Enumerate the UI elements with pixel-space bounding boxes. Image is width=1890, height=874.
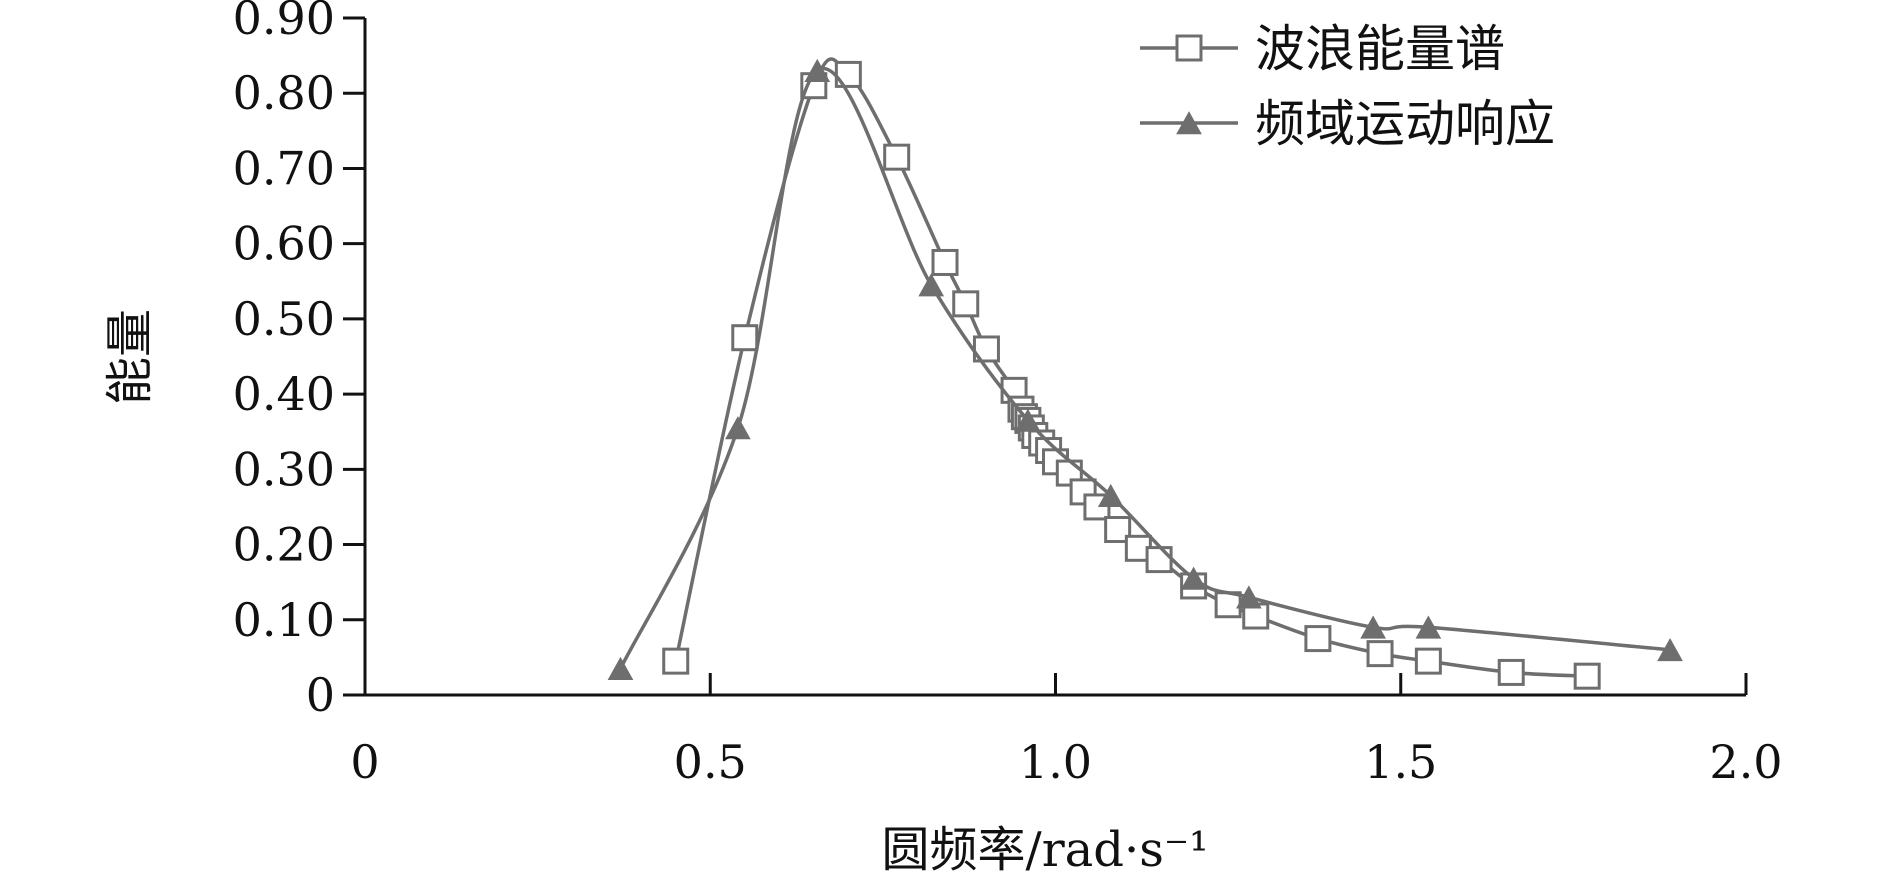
x-tick-label-2: 1.0 [1019,735,1092,789]
series-0-point-27 [1366,640,1394,668]
legend-label-1: 频域运动响应 [1255,95,1555,153]
series-0-point-28 [1414,647,1442,675]
y-axis-label: 能量 [102,309,158,405]
series-1-point-4 [1015,408,1041,432]
series-0-point-4 [883,143,911,171]
series-0-point-22 [1145,546,1173,574]
series-1-point-7 [1235,585,1262,609]
x-axis-label: 圆频率/rad·s⁻¹ [882,822,1209,874]
y-tick-label-7: 0.70 [233,141,335,195]
legend-marker-0 [1175,34,1203,62]
series-0-point-1 [731,324,759,352]
series-0-point-0 [662,647,690,675]
series-1-point-0 [607,656,634,680]
series-line-1 [618,66,1672,671]
series-1-point-5 [1097,483,1124,507]
series-1-point-6 [1180,566,1207,590]
series-0-point-29 [1497,658,1525,686]
x-tick-label-0: 0 [350,735,379,789]
y-tick-label-2: 0.20 [233,518,335,572]
series-1-point-2 [804,58,831,82]
y-tick-label-4: 0.40 [233,367,335,421]
legend-label-0: 波浪能量谱 [1255,20,1505,78]
series-0-point-5 [931,248,959,276]
y-tick-label-1: 0.10 [233,593,335,647]
series-0-point-6 [952,290,980,318]
x-tick-label-1: 0.5 [674,735,747,789]
series-1-point-1 [725,416,751,440]
series-1-point-3 [918,273,945,297]
legend-marker-1 [1176,111,1202,135]
y-tick-label-6: 0.60 [233,217,335,271]
series-0-point-30 [1573,662,1601,690]
series-0-point-24 [1214,591,1242,619]
series-1-point-9 [1415,615,1442,639]
series-1-point-10 [1657,638,1683,662]
series-0-point-26 [1304,625,1332,653]
y-tick-label-0: 0 [306,668,335,722]
y-tick-label-3: 0.30 [233,442,335,496]
y-tick-label-9: 0.90 [233,0,335,45]
x-tick-label-4: 2.0 [1709,735,1782,789]
y-tick-label-5: 0.50 [233,292,335,346]
plot-area: 0 0.10 0.20 0.30 0.40 0.50 0.60 0.70 0.80 0.90 0 0.… [102,0,1783,874]
series-1-point-8 [1360,615,1386,639]
y-tick-label-8: 0.80 [233,66,335,120]
x-tick-label-3: 1.5 [1364,735,1437,789]
